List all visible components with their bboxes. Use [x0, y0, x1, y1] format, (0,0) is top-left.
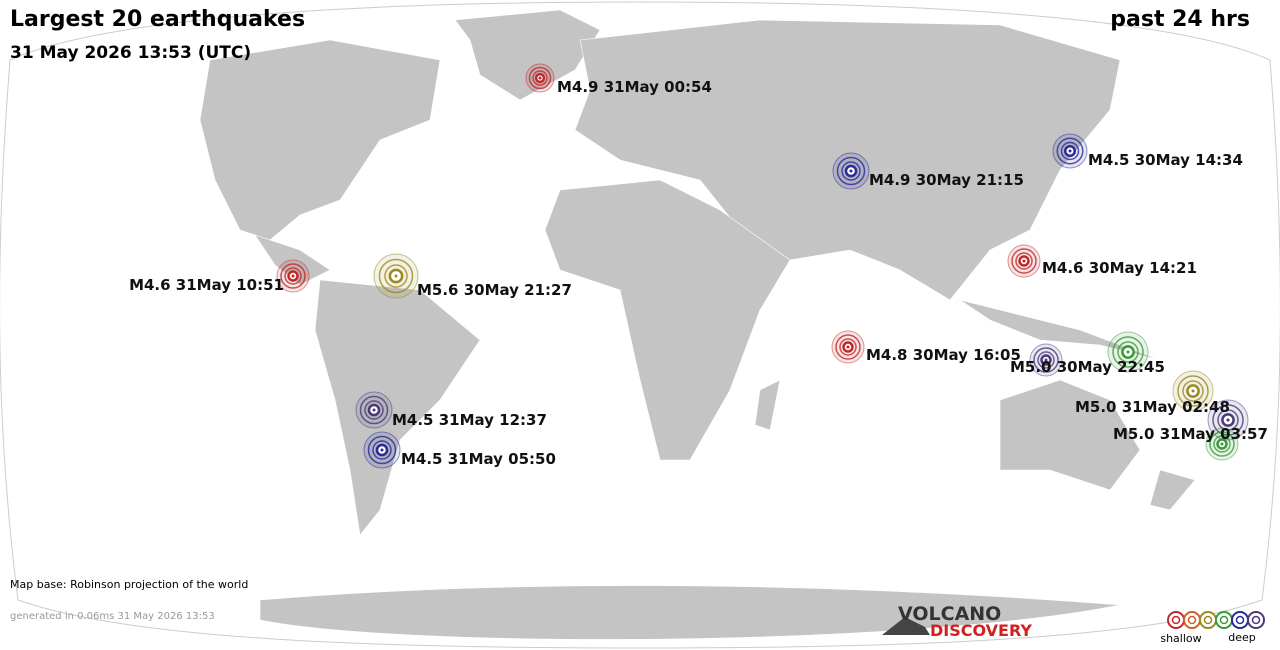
land [199, 9, 1196, 640]
quake-ring [1177, 375, 1209, 407]
quake-dot [1022, 259, 1026, 263]
quake-dot [1044, 358, 1048, 362]
quake-dot [1126, 350, 1130, 354]
quake-ring [384, 264, 408, 288]
legend-ring [1215, 611, 1233, 629]
legend-core [1187, 615, 1197, 625]
subtitle: 31 May 2026 13:53 (UTC) [10, 43, 251, 63]
quake-dot [372, 408, 376, 412]
quake-ring [364, 400, 384, 420]
quake-ring [378, 258, 414, 294]
quake-ring [372, 440, 392, 460]
quake-ring [839, 338, 857, 356]
legend-core [1251, 615, 1261, 625]
quake-label: M5.0 31May 03:57 [1113, 425, 1268, 443]
quake-ring [367, 435, 397, 465]
quake-ring [835, 334, 861, 360]
quake-ring [1011, 248, 1037, 274]
legend-ring [1231, 611, 1249, 629]
legend-ring [1247, 611, 1265, 629]
legend-core [1171, 615, 1181, 625]
quake-label: M4.6 31May 10:51 [129, 276, 284, 294]
quake-dot [291, 274, 295, 278]
quake-dot [380, 448, 384, 452]
quake-ring [1015, 252, 1033, 270]
legend-core [1203, 615, 1213, 625]
generated: generated in 0.06ms 31 May 2026 13:53 [10, 611, 215, 622]
quake-ring [1117, 341, 1139, 363]
quake-ring [532, 70, 548, 86]
logo-bottom: DISCOVERY [930, 621, 1032, 640]
quake-ring [280, 263, 306, 289]
legend-ring [1167, 611, 1185, 629]
quake-label: M4.5 30May 14:34 [1088, 151, 1243, 169]
quake-label: M4.5 31May 05:50 [401, 450, 556, 468]
quake-label: M4.9 30May 21:15 [869, 171, 1024, 189]
quake-label: M4.5 31May 12:37 [392, 411, 547, 429]
quake-ring [1112, 336, 1144, 368]
quake-dot [849, 169, 853, 173]
quake-ring [528, 66, 552, 90]
quake-dot [1226, 418, 1230, 422]
quake-ring [1182, 380, 1204, 402]
quake-ring [284, 267, 302, 285]
quake-dot [538, 76, 542, 80]
quake-ring [359, 395, 389, 425]
quake-dot [394, 274, 398, 278]
legend-core [1219, 615, 1229, 625]
logo-top: VOLCANO [898, 603, 1001, 625]
quake-ring [1212, 404, 1244, 436]
quake-label: M5.0 30May 22:45 [1010, 358, 1165, 376]
quake-ring [1056, 137, 1084, 165]
legend-deep: deep [1228, 631, 1256, 644]
quake-label: M4.9 31May 00:54 [557, 78, 712, 96]
quake-dot [846, 345, 850, 349]
quake-ring [1213, 435, 1231, 453]
quake-ring [836, 156, 866, 186]
quake-ring [1209, 431, 1235, 457]
quake-dot [1068, 149, 1072, 153]
legend-core [1235, 615, 1245, 625]
quake-label: M4.8 30May 16:05 [866, 346, 1021, 364]
legend-ring [1199, 611, 1217, 629]
quake-ring [1060, 141, 1080, 161]
legend-ring [1183, 611, 1201, 629]
quake-label: M5.6 30May 21:27 [417, 281, 572, 299]
logo-icon [882, 617, 930, 635]
quake-ring [1037, 351, 1055, 369]
quake-ring [1217, 409, 1239, 431]
quake-dot [1191, 389, 1195, 393]
legend-shallow: shallow [1160, 632, 1201, 645]
title: Largest 20 earthquakes [10, 7, 305, 32]
quake-ring [1033, 347, 1059, 373]
quake-dot [1220, 442, 1224, 446]
period: past 24 hrs [1110, 7, 1250, 32]
quake-label: M5.0 31May 02:48 [1075, 398, 1230, 416]
map-base: Map base: Robinson projection of the wor… [10, 578, 248, 591]
quake-ring [841, 161, 861, 181]
quake-label: M4.6 30May 14:21 [1042, 259, 1197, 277]
